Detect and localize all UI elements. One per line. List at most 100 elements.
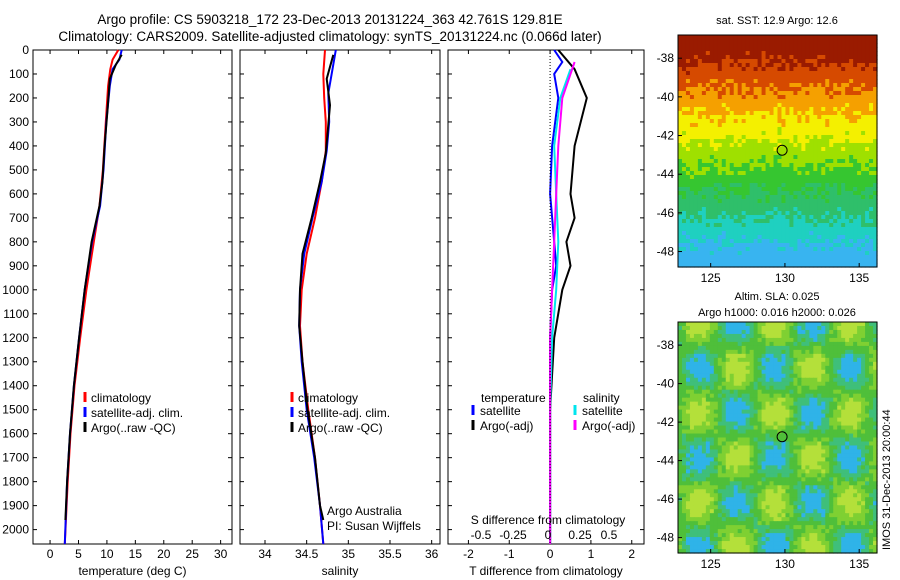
heatmap-cell (753, 433, 759, 439)
heatmap-cell (845, 457, 850, 462)
heatmap-cell (717, 203, 723, 208)
heatmap-cell (745, 159, 751, 164)
heatmap-cell (841, 95, 846, 100)
heatmap-cell (813, 67, 818, 72)
heatmap-cell (689, 389, 695, 395)
heatmap-cell (873, 115, 878, 120)
heatmap-cell (693, 322, 699, 327)
heatmap-cell (789, 413, 795, 419)
heatmap-cell (837, 345, 842, 351)
heatmap-cell (685, 207, 691, 212)
heatmap-cell (805, 333, 810, 339)
heatmap-cell (705, 421, 711, 427)
heatmap-cell (709, 155, 715, 160)
heatmap-cell (689, 263, 695, 268)
heatmap-cell (793, 235, 798, 240)
heatmap-cell (705, 79, 711, 84)
map-y-tick-label: -42 (657, 129, 675, 143)
heatmap-cell (785, 405, 791, 411)
heatmap-cell (829, 75, 834, 80)
heatmap-cell (821, 207, 826, 212)
heatmap-cell (845, 219, 850, 224)
heatmap-cell (865, 243, 870, 248)
heatmap-cell (869, 361, 874, 367)
heatmap-cell (793, 163, 798, 168)
heatmap-cell (733, 79, 739, 84)
heatmap-cell (781, 75, 787, 80)
heatmap-cell (829, 361, 834, 367)
heatmap-cell (865, 353, 870, 359)
heatmap-cell (729, 79, 735, 84)
heatmap-cell (753, 79, 759, 84)
heatmap-cell (801, 401, 806, 407)
heatmap-cell (761, 457, 767, 462)
heatmap-cell (693, 195, 699, 200)
heatmap-cell (749, 425, 755, 431)
heatmap-cell (777, 159, 783, 164)
heatmap-cell (737, 63, 743, 68)
heatmap-cell (681, 123, 687, 128)
heatmap-cell (849, 385, 854, 391)
heatmap-cell (833, 373, 838, 379)
heatmap-cell (761, 207, 767, 212)
heatmap-cell (753, 247, 759, 252)
heatmap-cell (769, 365, 775, 371)
heatmap-cell (705, 59, 711, 64)
heatmap-cell (678, 393, 683, 399)
heatmap-cell (869, 255, 874, 260)
heatmap-cell (777, 259, 783, 264)
heatmap-cell (805, 247, 810, 252)
heatmap-cell (721, 243, 727, 248)
heatmap-cell (825, 457, 830, 462)
heatmap-cell (845, 337, 850, 343)
heatmap-cell (845, 385, 850, 391)
heatmap-cell (821, 433, 826, 439)
heatmap-cell (709, 445, 715, 451)
heatmap-cell (753, 51, 759, 56)
heatmap-cell (681, 159, 687, 164)
heatmap-cell (753, 397, 759, 403)
heatmap-cell (873, 143, 878, 148)
heatmap-cell (693, 67, 699, 72)
heatmap-cell (825, 235, 830, 240)
heatmap-cell (773, 401, 779, 407)
heatmap-cell (717, 135, 723, 140)
heatmap-cell (861, 457, 866, 462)
heatmap-cell (681, 35, 687, 40)
heatmap-cell (829, 223, 834, 228)
heatmap-cell (821, 131, 826, 136)
heatmap-cell (793, 99, 798, 104)
heatmap-cell (685, 103, 691, 108)
heatmap-cell (725, 71, 731, 76)
heatmap-cell (765, 131, 771, 136)
heatmap-cell (729, 223, 735, 228)
heatmap-cell (861, 417, 866, 423)
heatmap-cell (689, 151, 695, 156)
heatmap-cell (693, 219, 699, 224)
heatmap-cell (793, 123, 798, 128)
heatmap-cell (697, 239, 703, 244)
heatmap-cell (825, 207, 830, 212)
heatmap-cell (821, 449, 826, 455)
heatmap-cell (833, 79, 838, 84)
heatmap-cell (745, 123, 751, 128)
heatmap-cell (733, 389, 739, 395)
heatmap-cell (817, 223, 822, 228)
heatmap-cell (857, 167, 862, 172)
heatmap-cell (833, 151, 838, 156)
heatmap-cell (821, 51, 826, 56)
heatmap-cell (729, 433, 735, 439)
heatmap-cell (745, 263, 751, 268)
heatmap-cell (721, 43, 727, 48)
heatmap-cell (757, 219, 763, 224)
heatmap-cell (681, 139, 687, 144)
heatmap-cell (773, 239, 779, 244)
heatmap-cell (845, 405, 850, 411)
heatmap-cell (765, 51, 771, 56)
heatmap-cell (857, 413, 862, 419)
heatmap-cell (821, 227, 826, 232)
heatmap-cell (713, 247, 719, 252)
heatmap-cell (721, 135, 727, 140)
heatmap-cell (765, 353, 771, 359)
heatmap-cell (725, 333, 731, 339)
